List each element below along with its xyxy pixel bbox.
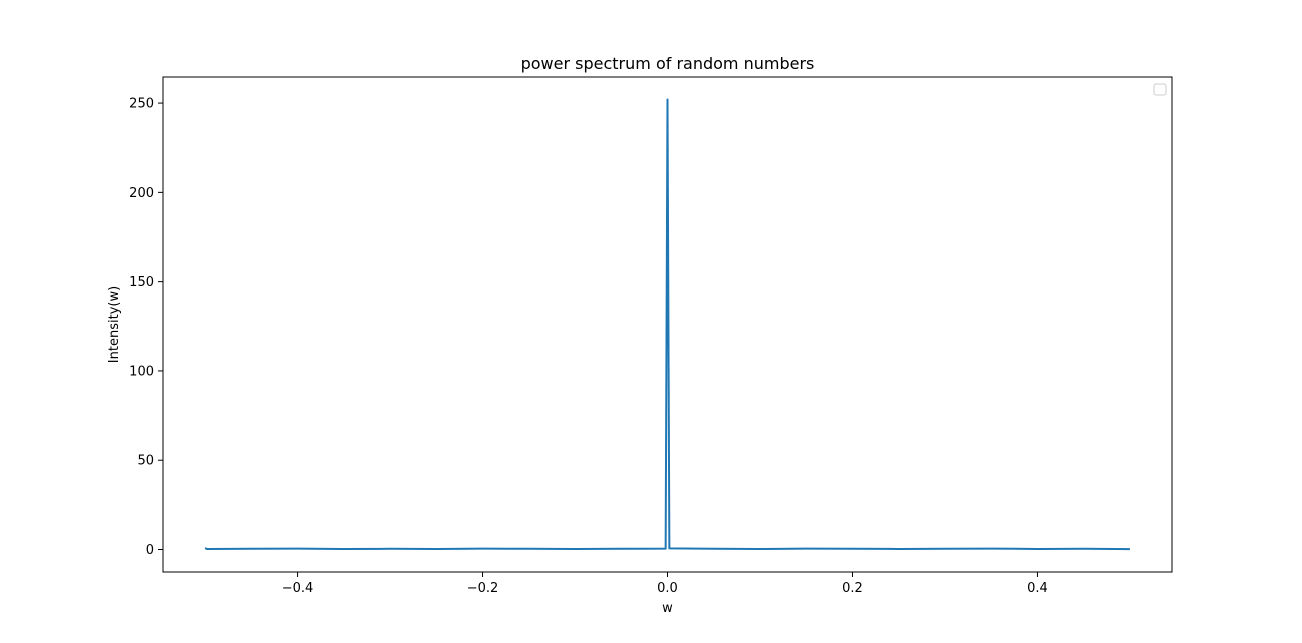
- series-layer: [204, 98, 1130, 551]
- plot-frame: [162, 76, 1173, 573]
- x-tick-label: 0.0: [657, 581, 678, 596]
- y-axis-label: Intensity(w): [107, 286, 122, 363]
- y-tick-label: 50: [137, 454, 154, 469]
- y-tick-label: 250: [129, 97, 154, 112]
- x-axis-label: w: [662, 601, 673, 616]
- x-tick-label: 0.2: [842, 581, 863, 596]
- series-line-0: [204, 98, 1130, 551]
- chart-title: power spectrum of random numbers: [521, 54, 815, 73]
- y-tick-label: 150: [129, 275, 154, 290]
- x-tick-label: −0.2: [467, 581, 499, 596]
- y-tick-label: 0: [146, 543, 154, 558]
- legend-box: [1153, 83, 1167, 96]
- y-tick-label: 100: [129, 364, 154, 379]
- y-tick-label: 200: [129, 186, 154, 201]
- x-tick-label: −0.4: [282, 581, 314, 596]
- x-tick-label: 0.4: [1027, 581, 1048, 596]
- ticks-layer: −0.4 −0.2 0.0 0.2 0.4 0 50 100 150 200 250: [129, 97, 1048, 596]
